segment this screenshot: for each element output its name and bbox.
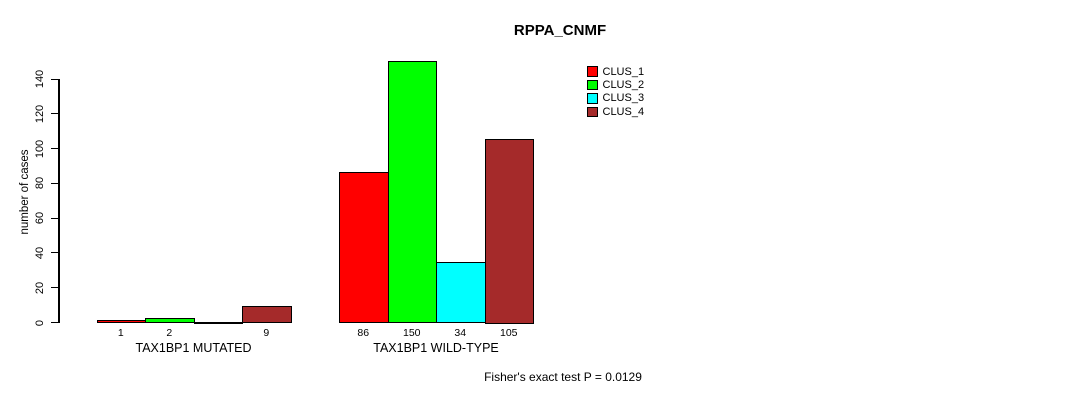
legend-row: CLUS_2	[587, 78, 644, 91]
y-tick	[51, 182, 59, 184]
bar-clus_4-group2	[484, 138, 534, 324]
legend-label: CLUS_4	[602, 105, 645, 118]
y-tick	[51, 287, 59, 289]
legend-swatch-clus_3	[587, 93, 598, 104]
legend: CLUS_1 CLUS_2 CLUS_3 CLUS_4	[587, 65, 644, 119]
y-axis-label: number of cases	[19, 149, 31, 235]
bar-count-label: 105	[499, 326, 518, 339]
y-tick	[51, 148, 59, 150]
bar-count-label: 86	[357, 326, 370, 339]
chart-title: RPPA_CNMF	[513, 22, 607, 39]
bar-clus_3-group1	[193, 321, 243, 324]
category-label: TAX1BP1 WILD-TYPE	[373, 341, 499, 355]
y-tick-label: 40	[34, 246, 46, 260]
bar-count-label: 9	[263, 326, 270, 339]
y-tick	[51, 322, 59, 323]
y-tick	[51, 252, 59, 254]
bar-clus_1-group1	[96, 319, 146, 324]
legend-label: CLUS_2	[602, 79, 645, 92]
y-axis-line	[58, 79, 60, 323]
bar-count-label: 34	[454, 326, 467, 339]
legend-row: CLUS_1	[587, 65, 644, 78]
bar-clus_2-group2	[387, 60, 437, 324]
bar-count-label: 150	[402, 326, 421, 339]
bar-count-label: 2	[166, 326, 173, 339]
y-tick-label: 0	[34, 319, 46, 326]
category-label: TAX1BP1 MUTATED	[135, 341, 252, 355]
bar-clus_4-group1	[242, 305, 292, 324]
legend-swatch-clus_1	[587, 66, 598, 77]
y-tick-label: 120	[34, 104, 46, 123]
legend-label: CLUS_1	[602, 65, 645, 78]
y-tick	[51, 217, 59, 219]
legend-row: CLUS_3	[587, 92, 644, 105]
legend-swatch-clus_4	[587, 106, 598, 118]
y-tick-label: 80	[34, 177, 46, 190]
y-tick	[51, 78, 59, 80]
legend-label: CLUS_3	[602, 92, 645, 105]
fisher-test-footnote: Fisher's exact test P = 0.0129	[484, 370, 642, 384]
y-tick-label: 20	[34, 281, 46, 294]
y-tick-label: 140	[34, 69, 46, 89]
y-tick-label: 100	[34, 139, 46, 158]
bar-clus_2-group1	[145, 318, 195, 324]
legend-swatch-clus_2	[587, 79, 598, 91]
y-tick-label: 60	[34, 212, 46, 225]
bar-count-label: 1	[117, 326, 124, 339]
bar-clus_1-group2	[339, 171, 389, 324]
y-tick	[51, 113, 59, 115]
bar-clus_3-group2	[436, 262, 486, 324]
legend-row: CLUS_4	[587, 105, 644, 118]
